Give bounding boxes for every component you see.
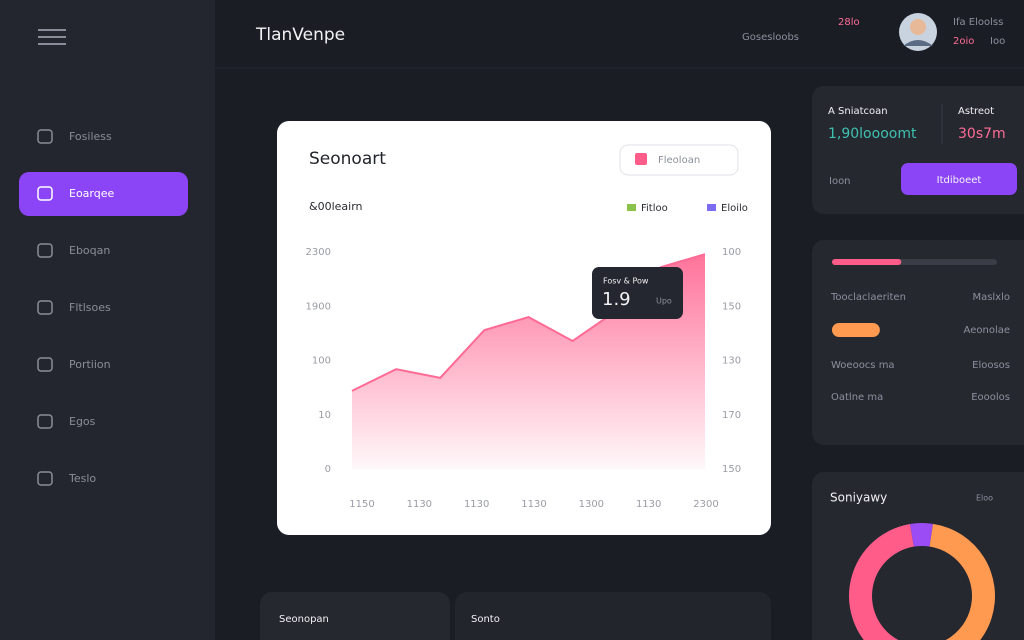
legend-swatch xyxy=(707,204,716,211)
donut-slice xyxy=(849,523,914,640)
stat-value: 1,90loooomt xyxy=(828,126,917,142)
side-icon[interactable] xyxy=(37,300,53,315)
header-link[interactable]: Gosesloobs xyxy=(742,32,799,43)
stat-label: Astreot xyxy=(958,106,994,117)
side-item[interactable]: Egos xyxy=(69,415,96,428)
y2-tick-label: 170 xyxy=(722,410,741,421)
button-icon xyxy=(635,153,647,165)
side-item[interactable]: Eboqan xyxy=(69,244,110,257)
progress-bar xyxy=(832,259,902,265)
tooltip-label: Fosv & Pow xyxy=(603,277,649,286)
area xyxy=(352,254,705,469)
donut-title: Soniyawy xyxy=(830,491,887,505)
side-item[interactable]: Fltlsoes xyxy=(69,301,111,314)
menu-icon[interactable] xyxy=(38,29,66,45)
progress-card xyxy=(812,240,1024,445)
avatar-body xyxy=(903,40,933,46)
y-tick-label: 100 xyxy=(312,356,331,367)
stat-foot: Ioon xyxy=(829,176,851,187)
legend-swatch xyxy=(627,204,636,211)
user-meta: 2oio xyxy=(953,36,974,47)
stat-value: 30s7m xyxy=(958,126,1006,142)
y-tick-label: 10 xyxy=(318,410,331,421)
side-item[interactable]: Eoarqee xyxy=(69,187,115,200)
row-value: Maslxlo xyxy=(972,292,1010,303)
progress-bar xyxy=(832,323,880,337)
user-tag: Ioo xyxy=(990,36,1005,47)
user-name: Ifa Eloolss xyxy=(953,17,1003,28)
x-tick-label: 1300 xyxy=(579,499,604,510)
header-badge: 28lo xyxy=(838,17,860,28)
side-icon[interactable] xyxy=(37,129,53,144)
app-title: TlanVenpe xyxy=(255,25,345,45)
active-item[interactable] xyxy=(19,172,188,216)
card-subtitle: &00leairn xyxy=(309,200,363,213)
x-tick-label: 1130 xyxy=(521,499,546,510)
row-value: Eloosos xyxy=(972,360,1010,371)
x-tick-label: 1130 xyxy=(407,499,432,510)
stat-button-label[interactable]: Itdiboeet xyxy=(937,175,982,186)
y2-tick-label: 150 xyxy=(722,464,741,475)
bottom-card-title: Sonto xyxy=(471,614,500,625)
tooltip-unit: Upo xyxy=(656,297,672,306)
x-tick-label: 2300 xyxy=(693,499,718,510)
avatar-face xyxy=(910,19,926,35)
tooltip-value: 1.9 xyxy=(602,289,631,310)
y2-tick-label: 130 xyxy=(722,356,741,367)
tooltip xyxy=(592,267,683,319)
progress-label: Aeonolae xyxy=(964,325,1010,336)
side-icon[interactable] xyxy=(37,357,53,372)
y-tick-label: 0 xyxy=(325,464,331,475)
stat-label: A Sniatcoan xyxy=(828,106,888,117)
sidebar xyxy=(0,0,215,640)
legend-label: Eloilo xyxy=(721,203,748,214)
bottom-card xyxy=(260,592,450,640)
y-tick-label: 1900 xyxy=(306,301,331,312)
stat-button[interactable] xyxy=(901,163,1017,195)
side-icon[interactable] xyxy=(37,414,53,429)
side-item[interactable]: Teslo xyxy=(68,472,96,485)
row-label: Woeoocs ma xyxy=(831,360,895,371)
side-item[interactable]: Portiion xyxy=(69,358,111,371)
donut-legend: Eloo xyxy=(976,494,993,503)
x-tick-label: 1130 xyxy=(636,499,661,510)
bottom-card-title: Seonopan xyxy=(279,614,329,625)
side-item[interactable]: Fosiless xyxy=(69,130,112,143)
donut-slice xyxy=(910,523,933,547)
side-icon[interactable] xyxy=(37,186,53,201)
button-label[interactable]: Fleoloan xyxy=(658,155,700,166)
card-button[interactable] xyxy=(619,144,739,176)
row-label: Oatlne ma xyxy=(831,392,883,403)
y-tick-label: 2300 xyxy=(306,247,331,258)
card-title: Seonoart xyxy=(309,149,386,169)
x-tick-label: 1130 xyxy=(464,499,489,510)
x-tick-label: 1150 xyxy=(349,499,374,510)
row-value: Eooolos xyxy=(971,392,1010,403)
side-icon[interactable] xyxy=(37,243,53,258)
donut-slice xyxy=(929,523,995,640)
row-label: Tooclaclaeriten xyxy=(830,292,906,303)
y2-tick-label: 150 xyxy=(722,301,741,312)
y2-tick-label: 100 xyxy=(722,247,741,258)
legend-label: Fitloo xyxy=(641,203,668,214)
side-icon[interactable] xyxy=(37,471,53,486)
bottom-card xyxy=(455,592,771,640)
